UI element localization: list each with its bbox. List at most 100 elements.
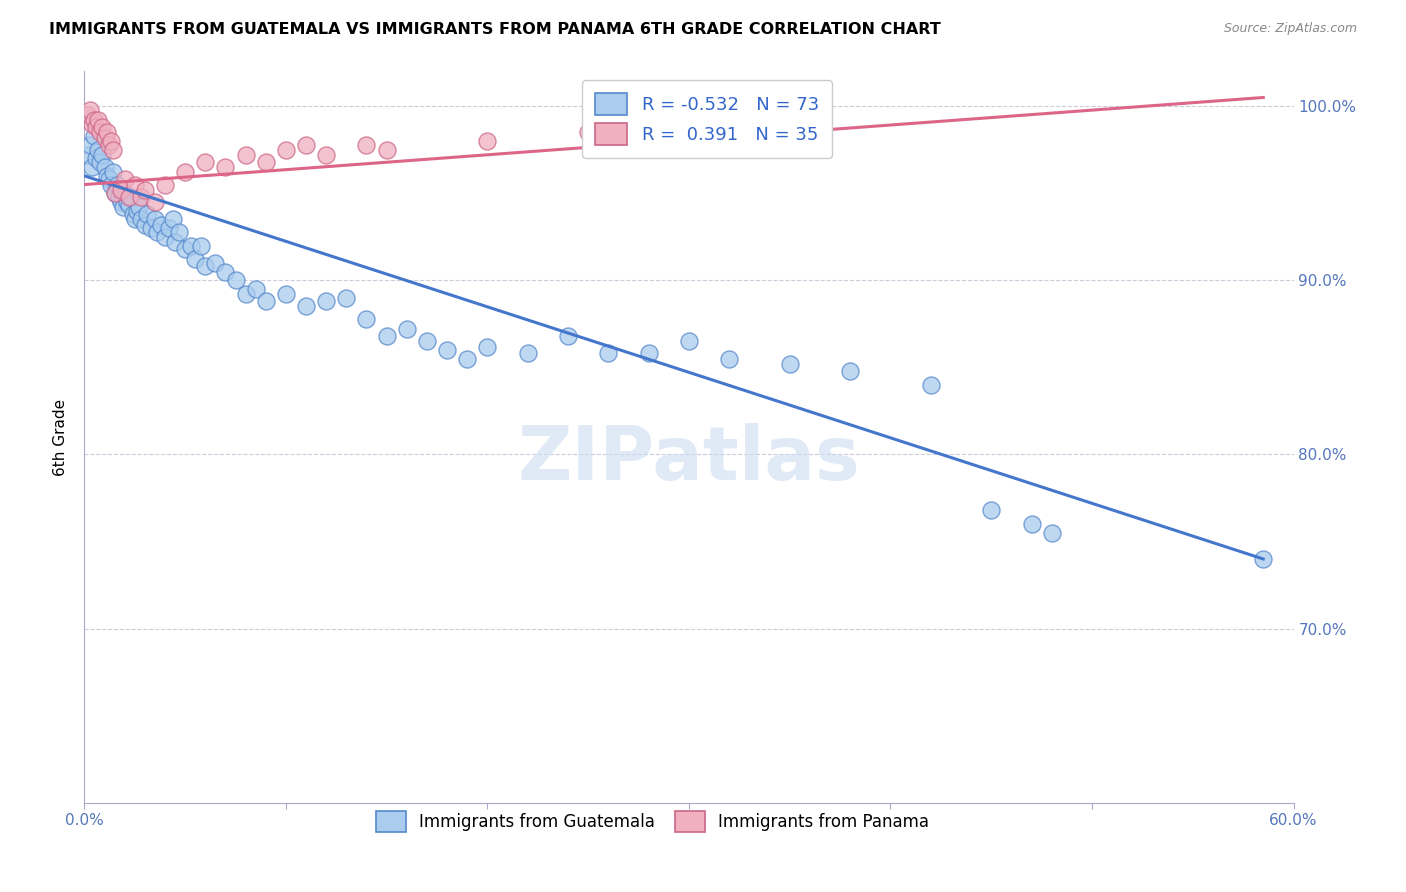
Point [194, 155, 217, 169]
Point [97, 137, 120, 152]
Point [477, 339, 499, 353]
Point [124, 212, 146, 227]
Point [157, 221, 180, 235]
Point [115, 194, 138, 209]
Point [129, 190, 152, 204]
Point [110, 194, 132, 209]
Point [235, 287, 257, 301]
Point [96, 125, 118, 139]
Point [920, 377, 942, 392]
Point [97, 172, 120, 186]
Point [82, 117, 104, 131]
Point [375, 143, 398, 157]
Point [82, 160, 104, 174]
Point [101, 165, 124, 179]
Point [107, 190, 129, 204]
Point [245, 282, 267, 296]
Point [779, 357, 801, 371]
Point [139, 221, 162, 235]
Point [980, 503, 1002, 517]
Point [129, 212, 152, 227]
Point [335, 291, 357, 305]
Point [180, 238, 202, 252]
Point [91, 120, 114, 134]
Point [456, 351, 478, 366]
Point [86, 120, 108, 134]
Point [839, 364, 862, 378]
Point [718, 351, 741, 366]
Point [225, 273, 247, 287]
Point [125, 203, 148, 218]
Point [120, 190, 142, 204]
Point [96, 169, 118, 183]
Point [254, 155, 277, 169]
Point [1040, 525, 1063, 540]
Point [100, 178, 122, 192]
Point [1253, 552, 1275, 566]
Point [174, 242, 197, 256]
Point [557, 329, 579, 343]
Legend: Immigrants from Guatemala, Immigrants from Panama: Immigrants from Guatemala, Immigrants fr… [370, 805, 936, 838]
Point [295, 300, 318, 314]
Point [167, 225, 190, 239]
Point [598, 346, 620, 360]
Point [235, 148, 257, 162]
Point [274, 143, 297, 157]
Y-axis label: 6th Grade: 6th Grade [53, 399, 69, 475]
Point [111, 200, 134, 214]
Point [118, 198, 141, 212]
Point [315, 294, 337, 309]
Point [124, 178, 146, 192]
Point [436, 343, 458, 357]
Point [89, 125, 111, 139]
Point [86, 152, 108, 166]
Point [110, 183, 132, 197]
Point [87, 143, 110, 157]
Point [356, 137, 378, 152]
Point [143, 212, 166, 227]
Point [162, 212, 184, 227]
Point [79, 137, 101, 152]
Point [146, 225, 169, 239]
Point [83, 113, 105, 128]
Point [416, 334, 439, 349]
Point [89, 155, 111, 169]
Point [104, 186, 127, 201]
Point [315, 148, 337, 162]
Point [678, 334, 700, 349]
Point [83, 128, 105, 143]
Point [356, 311, 378, 326]
Point [214, 265, 236, 279]
Point [678, 117, 700, 131]
Point [93, 130, 115, 145]
Point [174, 165, 197, 179]
Point [149, 218, 172, 232]
Point [153, 229, 176, 244]
Point [91, 148, 114, 162]
Point [134, 183, 156, 197]
Point [87, 113, 110, 128]
Point [637, 346, 659, 360]
Point [93, 160, 115, 174]
Point [395, 322, 418, 336]
Point [477, 134, 499, 148]
Point [576, 125, 599, 139]
Point [214, 160, 236, 174]
Point [254, 294, 277, 309]
Point [184, 252, 207, 267]
Point [79, 103, 101, 117]
Point [204, 256, 226, 270]
Point [516, 346, 538, 360]
Point [101, 143, 124, 157]
Point [104, 186, 127, 201]
Point [274, 287, 297, 301]
Point [128, 200, 150, 214]
Point [77, 148, 100, 162]
Point [100, 134, 122, 148]
Point [375, 329, 398, 343]
Point [105, 178, 128, 192]
Point [118, 190, 141, 204]
Point [190, 238, 212, 252]
Point [77, 108, 100, 122]
Point [194, 260, 217, 274]
